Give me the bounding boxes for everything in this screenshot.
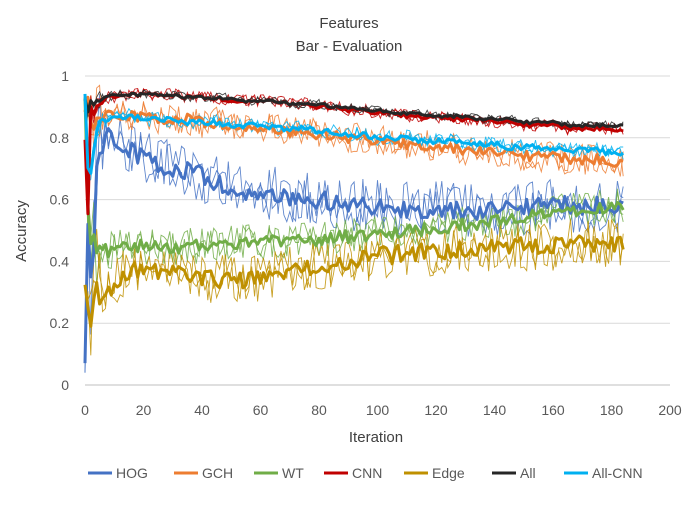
legend: HOG GCH WT CNN Edge All All-CNN <box>88 465 643 481</box>
series-run-line-hog <box>84 118 624 373</box>
legend-item-cnn: CNN <box>324 465 382 481</box>
y-tick-label: 0.6 <box>50 192 70 208</box>
legend-label: Edge <box>432 465 465 481</box>
y-axis-label: Accuracy <box>13 200 30 262</box>
x-tick-label: 0 <box>81 402 89 418</box>
series-lines <box>83 84 625 373</box>
y-tick-label: 1 <box>61 68 69 84</box>
legend-item-wt: WT <box>254 465 304 481</box>
x-tick-label: 20 <box>136 402 152 418</box>
series-line-all-cnn <box>83 93 625 175</box>
x-tick-label: 180 <box>600 402 624 418</box>
legend-label: All-CNN <box>592 465 643 481</box>
legend-item-edge: Edge <box>404 465 465 481</box>
series-line-all <box>83 91 624 129</box>
legend-item-all: All <box>492 465 536 481</box>
x-tick-label: 60 <box>253 402 269 418</box>
series-run-line-gch <box>84 84 624 177</box>
series-run-line-wt <box>84 131 624 286</box>
y-tick-label: 0.8 <box>50 130 70 146</box>
y-tick-label: 0.2 <box>50 315 70 331</box>
gridlines <box>85 75 670 324</box>
series-run-line-gch <box>84 95 624 177</box>
series-line-hog <box>83 127 624 364</box>
tick-labels: 0 0.2 0.4 0.6 0.8 1 0 20 40 60 80 100 120 140 160 180 20… <box>50 68 682 418</box>
chart-title: Features <box>319 15 378 32</box>
x-tick-label: 140 <box>483 402 507 418</box>
x-tick-label: 40 <box>194 402 210 418</box>
legend-label: All <box>520 465 536 481</box>
x-axis-label: Iteration <box>349 429 403 446</box>
legend-label: WT <box>282 465 304 481</box>
chart-subtitle: Bar - Evaluation <box>296 38 403 55</box>
series-run-line-edge <box>84 219 624 331</box>
series-line-edge <box>83 234 625 328</box>
series-line-wt <box>83 97 625 259</box>
legend-label: CNN <box>352 465 382 481</box>
y-tick-label: 0 <box>61 377 69 393</box>
x-tick-label: 160 <box>541 402 565 418</box>
legend-item-hog: HOG <box>88 465 148 481</box>
x-tick-label: 80 <box>311 402 327 418</box>
legend-label: HOG <box>116 465 148 481</box>
y-tick-label: 0.4 <box>50 253 70 269</box>
legend-item-gch: GCH <box>174 465 233 481</box>
legend-label: GCH <box>202 465 233 481</box>
x-tick-label: 100 <box>366 402 390 418</box>
legend-item-all-cnn: All-CNN <box>564 465 643 481</box>
x-tick-label: 120 <box>424 402 448 418</box>
x-tick-label: 200 <box>658 402 682 418</box>
